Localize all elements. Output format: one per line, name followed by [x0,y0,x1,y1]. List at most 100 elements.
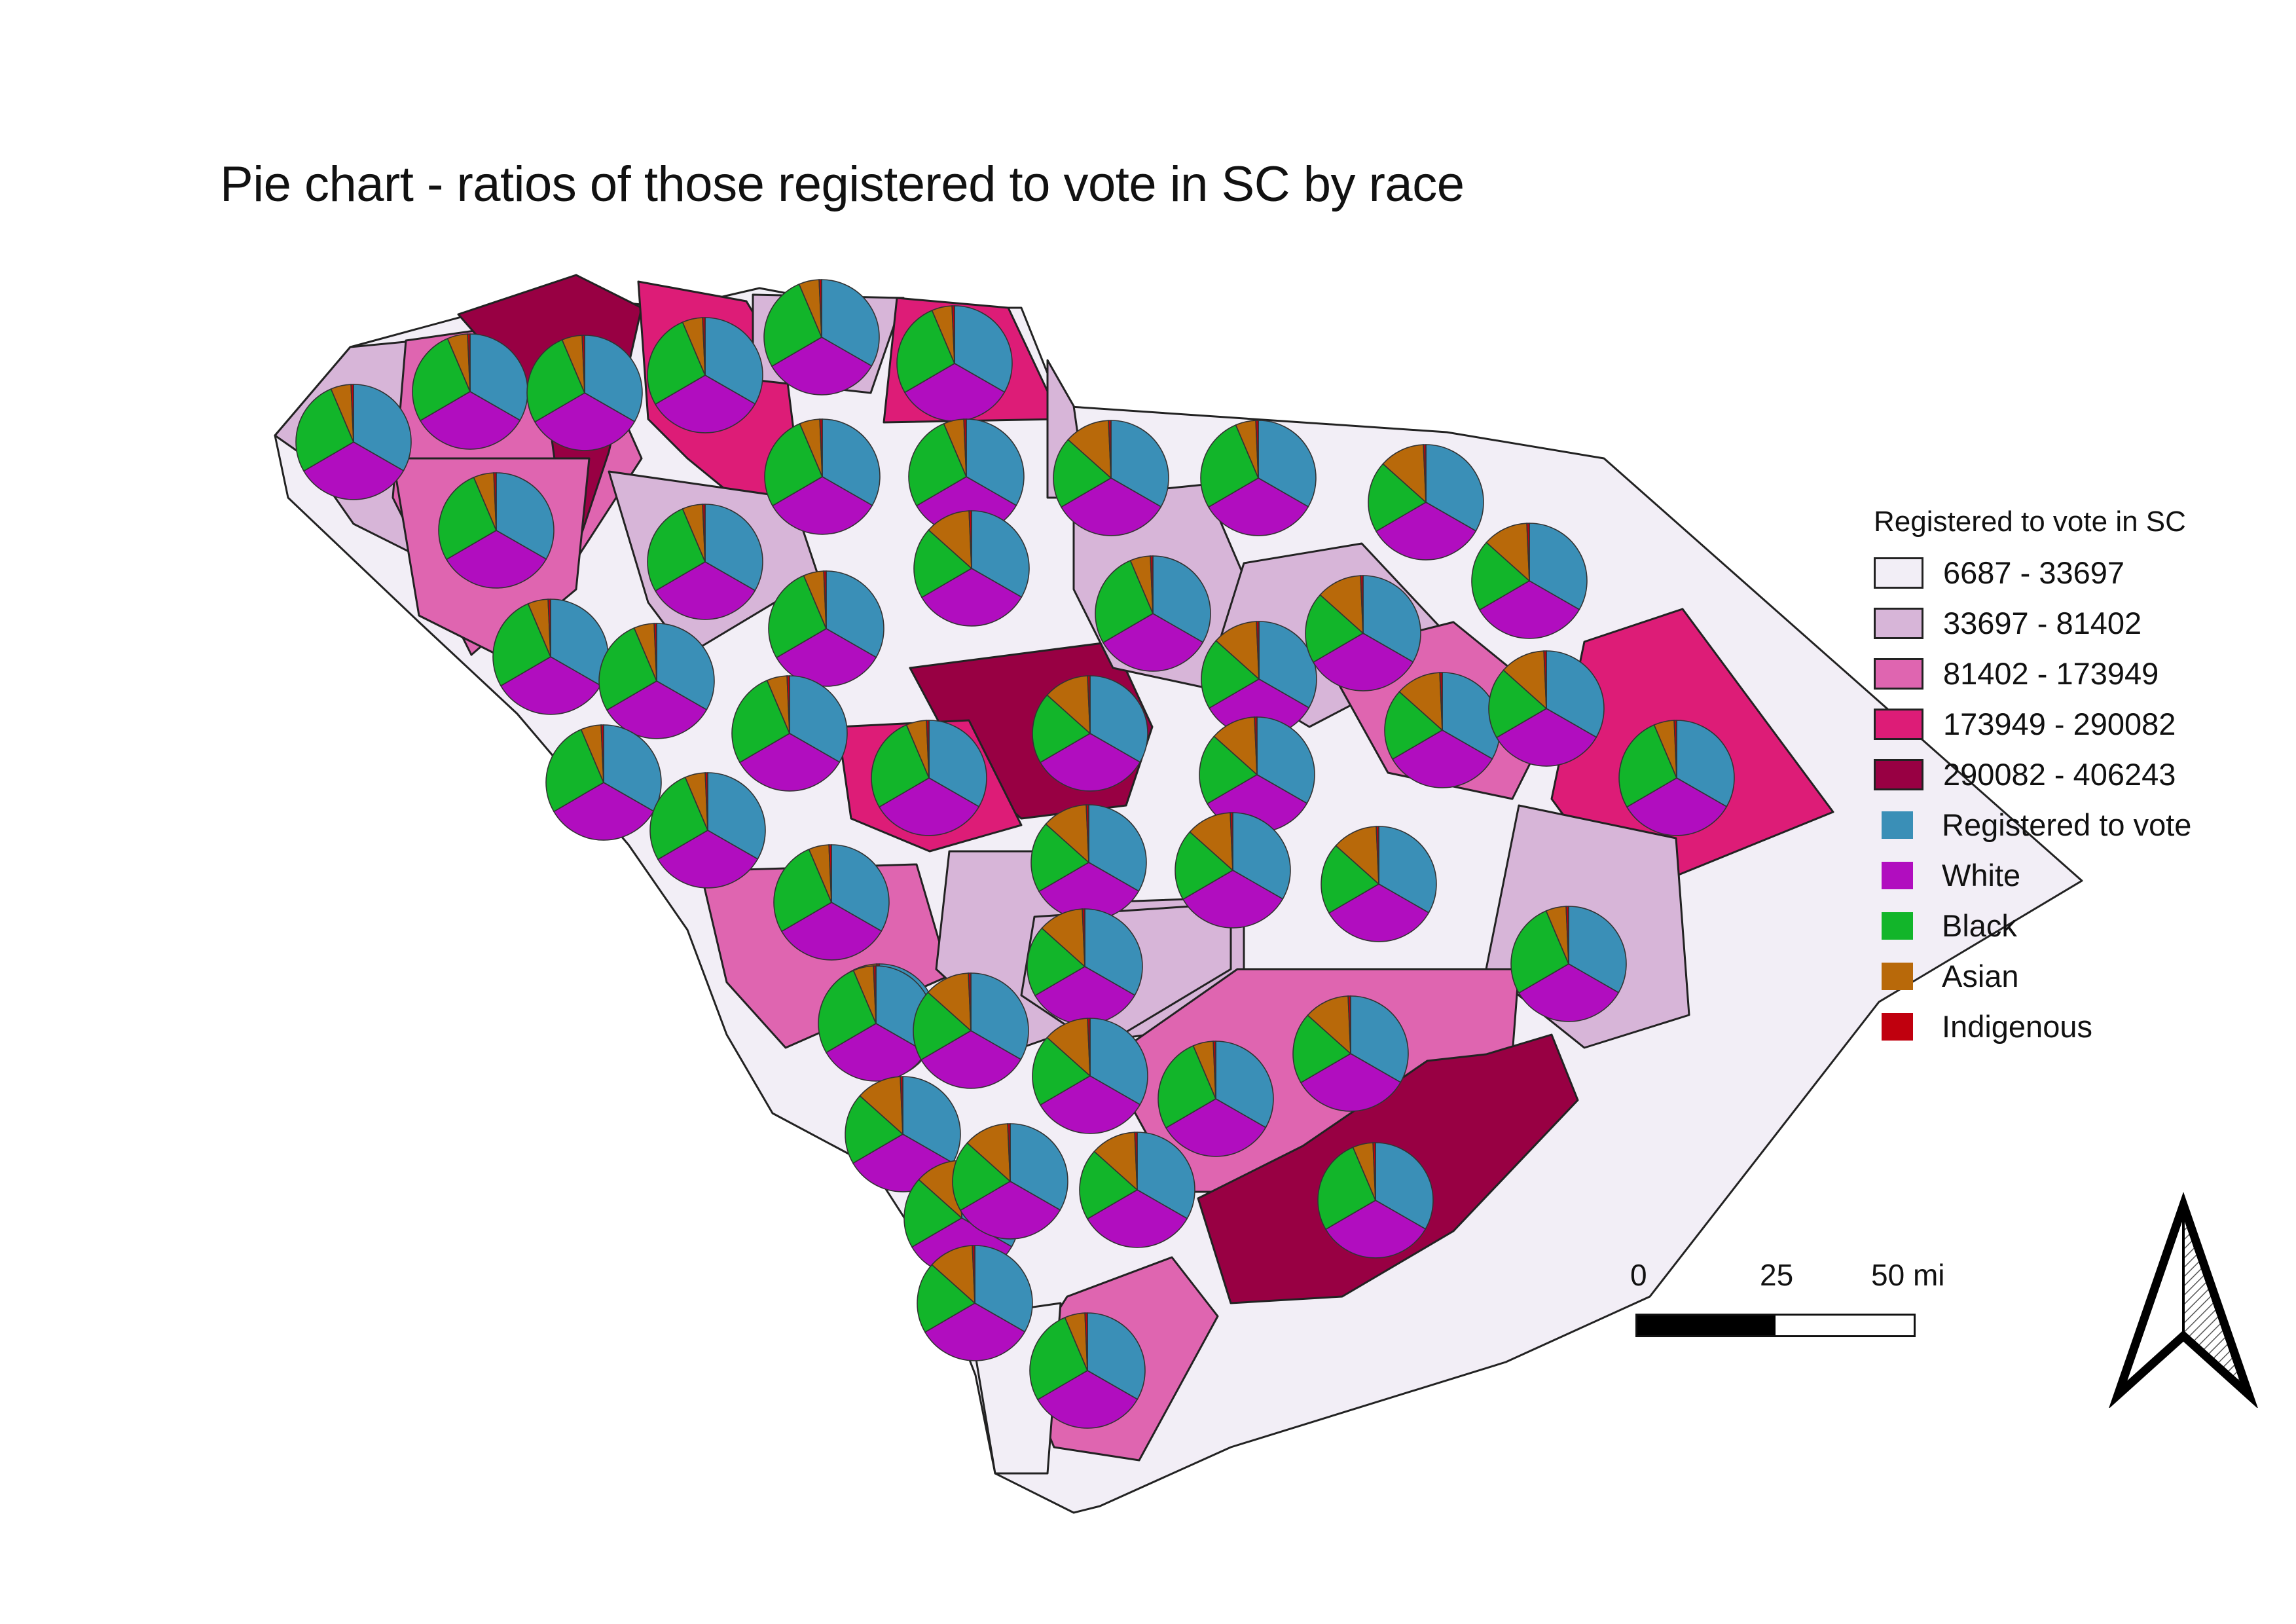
county-pie-chart [1321,826,1437,942]
pie-slice-indigenous [1347,995,1351,1054]
county-pie-chart [1032,675,1148,792]
pie-slice-registered-to-vote [353,384,412,471]
legend-pie-label: Asian [1942,959,2019,993]
pie-slice-white [500,656,602,715]
county-pie-chart [1053,420,1169,536]
pie-slice-black [1200,424,1260,508]
county-pie-chart [845,1076,961,1192]
pie-slice-white [1086,1189,1188,1248]
pie-slice-registered-to-vote [928,720,987,807]
pie-slice-indigenous [963,418,967,477]
pie-slice-black [818,969,877,1054]
pie-slice-white [1312,633,1414,692]
county-pie-chart [412,333,528,450]
pie-slice-indigenous [581,335,585,394]
pie-slice-white [878,777,980,836]
pie-slice-indigenous [350,384,354,443]
scale-label-50: 50 mi [1871,1258,1945,1292]
pie-slice-black [731,679,791,764]
pie-slice-asian [1067,420,1112,479]
pie-slice-registered-to-vote [1089,1018,1148,1105]
pie-slice-white [445,530,547,589]
pie-slice-white [920,1030,1022,1089]
legend-class-label: 81402 - 173949 [1943,656,2159,691]
legend-class-3: 81402 - 173949 [1874,648,2191,699]
legend-pie-label: Registered to vote [1942,807,2192,842]
pie-slice-indigenous [702,504,706,563]
pie-slice-asian [1335,826,1379,885]
legend-dot-5 [1882,1012,1913,1041]
pie-slice-asian [927,972,972,1032]
pie-slice-registered-to-vote [1110,420,1169,507]
pie-slice-black [647,507,706,592]
pie-slice-registered-to-vote [584,335,643,422]
county-pie-chart [1368,444,1484,561]
pie-slice-white [654,375,756,434]
county-pie-chart [295,384,412,500]
pie-slice-black [1032,694,1091,764]
pie-slice-white [553,782,655,841]
pie-slice-black [903,1179,963,1248]
county-pie-chart [1079,1132,1195,1248]
pie-slice-black [1368,463,1427,532]
county-pie-chart [1618,720,1735,836]
county-pie-chart [952,1123,1068,1240]
pie-slice-asian [1046,1018,1091,1077]
pie-slice-black [647,321,706,405]
pie-slice-black [1027,927,1086,997]
pie-slice-asian [928,510,972,570]
pie-slice-indigenous [1376,826,1379,885]
pie-slice-indigenous [1108,420,1112,479]
pie-slice-asian [1382,444,1427,504]
pie-slice-registered-to-vote [954,305,1013,393]
county-pie-chart [545,724,662,841]
pie-slice-black [1321,845,1380,914]
county-pie-chart [1200,420,1317,536]
county-pie-chart [1510,906,1627,1022]
pie-slice-asian [1307,995,1351,1055]
county-pie-chart [647,504,763,620]
county-pie-chart [871,720,987,836]
pie-slice-white [780,902,883,961]
pie-slice-asian [1319,575,1364,635]
pie-slice-registered-to-vote [1137,1132,1195,1219]
pie-slice-white [924,1302,1026,1361]
pie-slice-indigenous [873,965,877,1024]
pie-slice-white [534,392,636,451]
pie-slice-indigenous [1526,523,1530,581]
legend-pie-asian: Asian [1874,951,2191,1001]
pie-slice-indigenous [653,623,657,682]
pie-slice-indigenous [968,510,972,569]
pie-slice-registered-to-vote [789,675,848,763]
county-pie-chart [913,510,1030,627]
pie-slice-indigenous [951,305,955,364]
pie-slice-registered-to-vote [1362,575,1421,663]
county-pie-chart [598,623,715,739]
pie-slice-black [1029,1316,1089,1401]
pie-slice-registered-to-vote [1546,650,1605,738]
scale-label-25: 25 [1760,1258,1794,1292]
legend-swatch-4 [1874,708,1923,740]
pie-slice-black [545,728,605,813]
pie-slice-registered-to-vote [707,772,766,860]
legend-swatch-3 [1874,657,1923,690]
north-arrow-icon [2109,1192,2258,1408]
pie-slice-registered-to-vote [1375,1142,1434,1230]
pie-slice-white [606,680,708,739]
pie-slice-indigenous [900,1076,903,1135]
county-pie-chart [1471,523,1588,639]
pie-slice-white [1102,613,1204,672]
pie-slice-registered-to-vote [1215,1041,1274,1128]
county-pie-chart [1317,1142,1434,1259]
pie-slice-indigenous [1230,812,1233,871]
pie-slice-asian [859,1076,903,1135]
pie-slice-black [1175,831,1234,900]
pie-slice-indigenous [1254,716,1258,775]
pie-slice-indigenous [818,279,822,338]
pie-slice-indigenous [1085,804,1089,863]
pie-slice-registered-to-vote [902,1076,961,1164]
pie-slice-black [412,337,471,422]
legend-class-1: 6687 - 33697 [1874,547,2191,598]
scale-bar-black-segment [1637,1316,1776,1335]
